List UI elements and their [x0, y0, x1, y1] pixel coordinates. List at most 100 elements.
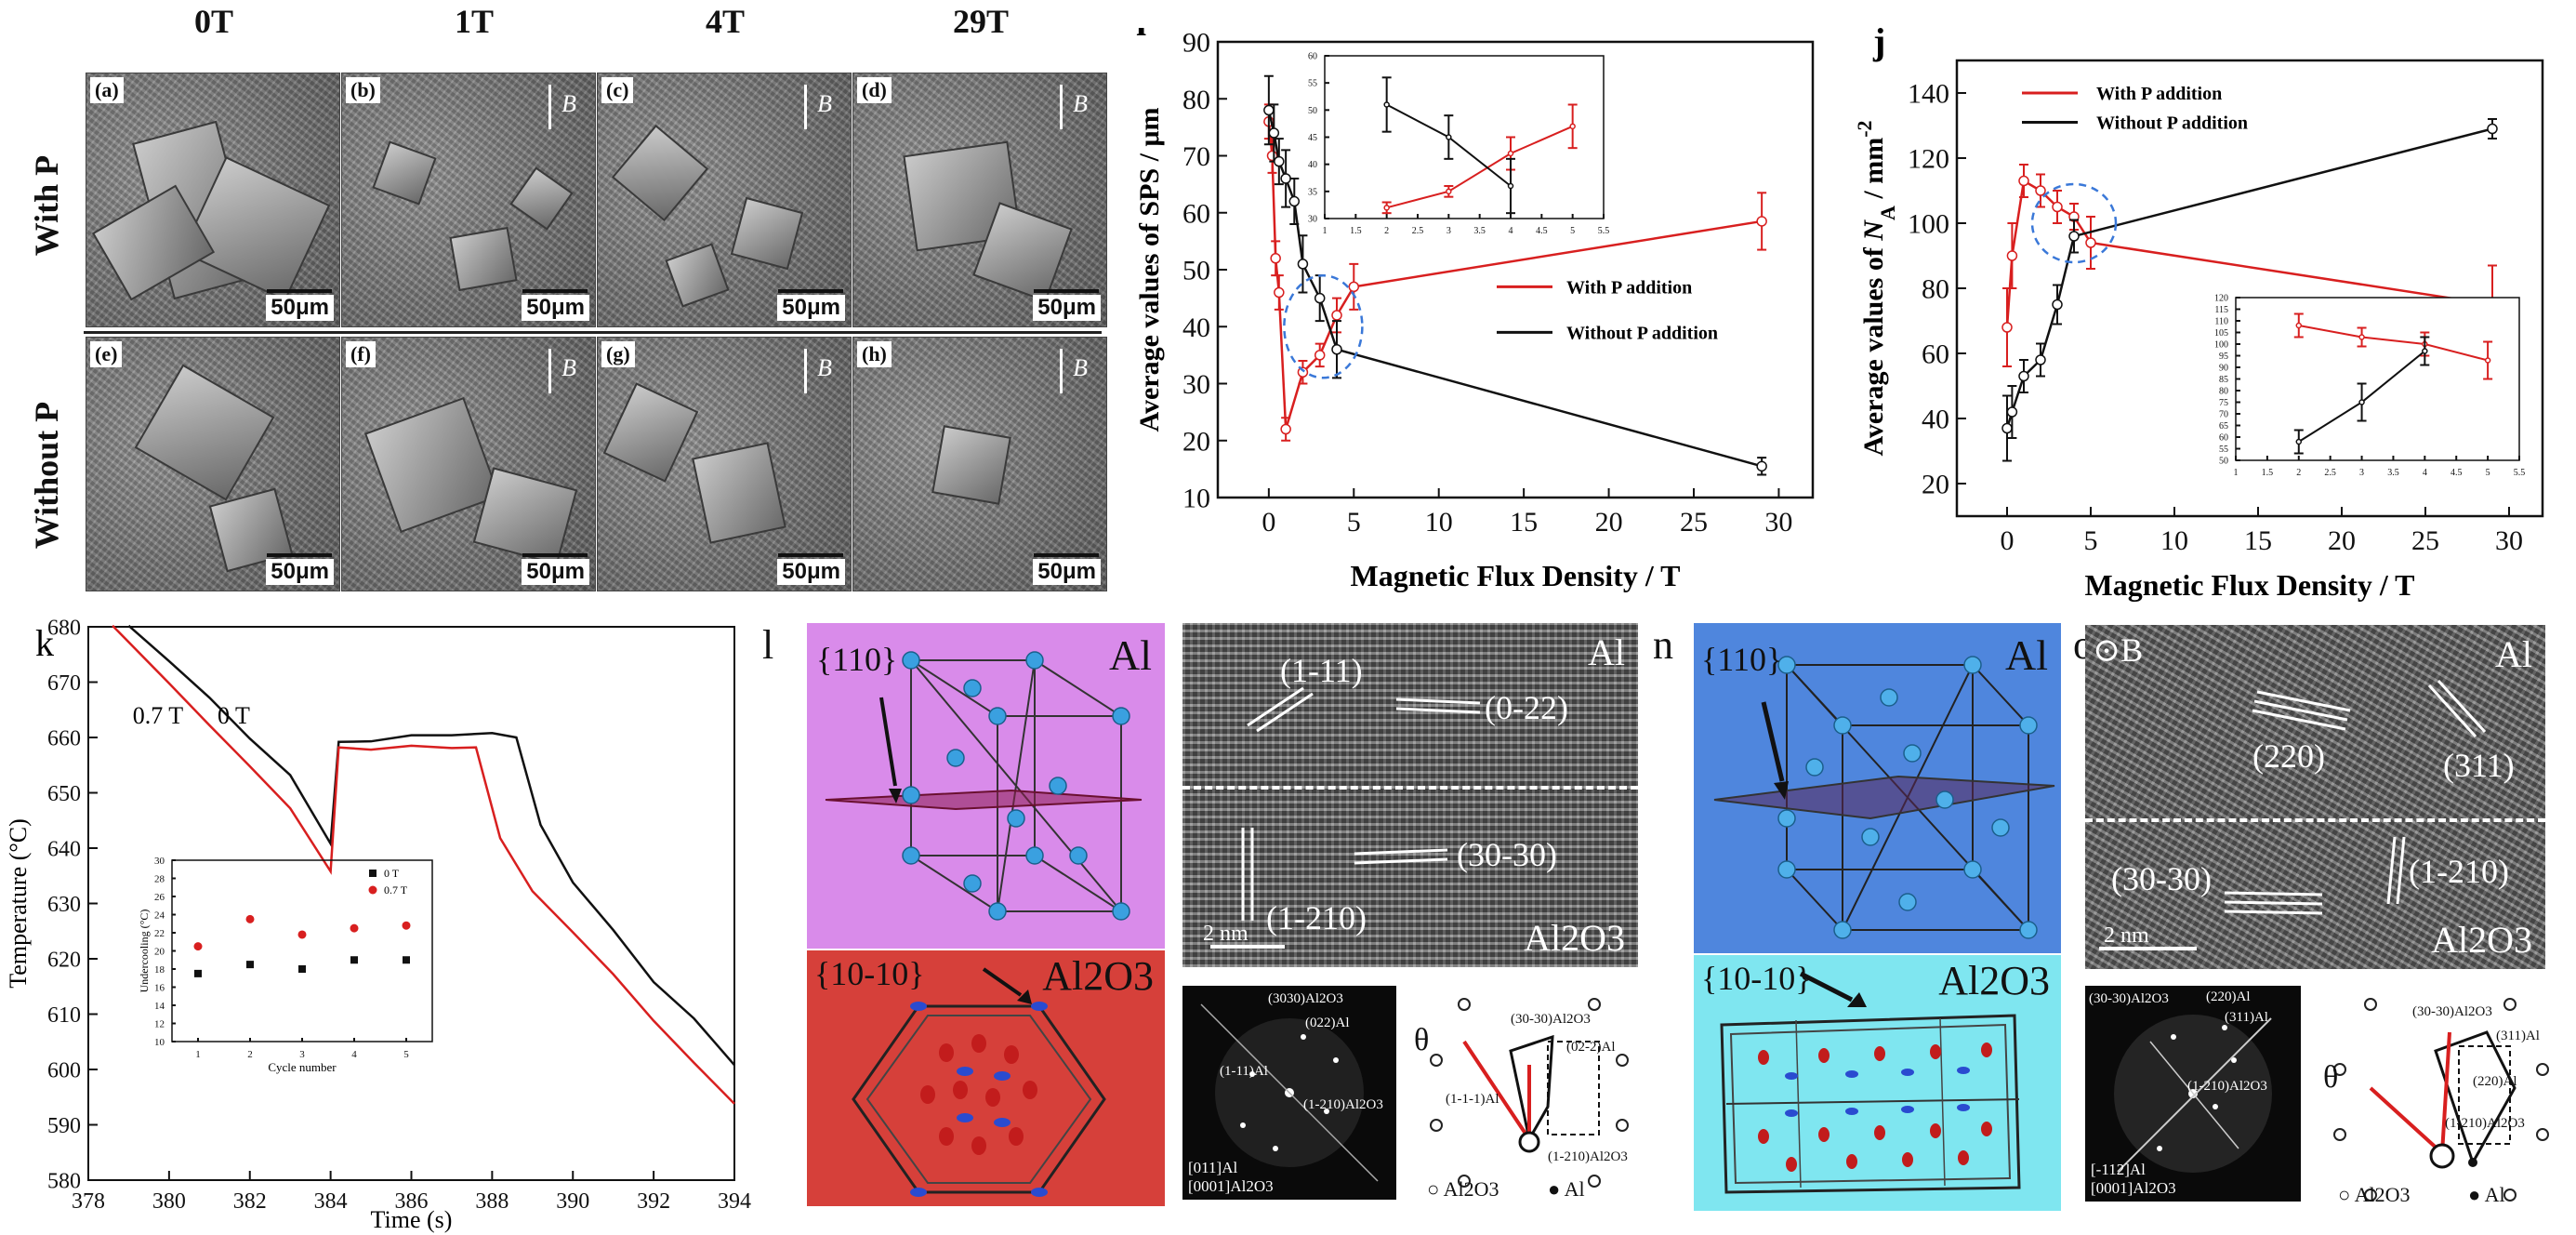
inset-data-point: [1569, 123, 1576, 130]
chart-i: 051015202530102030405060708090iMagnetic …: [1134, 28, 1815, 592]
plane-1-210-m: (1-210): [1266, 899, 1367, 936]
row-head-1: Without P: [28, 401, 65, 550]
inset-legend-marker-0T: [369, 870, 376, 877]
field-arrow-g: B: [804, 349, 832, 393]
inset-y-tick-label: 35: [1308, 187, 1317, 197]
inset-data-point: [1507, 182, 1514, 190]
x-tick-label: 5: [2084, 525, 2098, 556]
schem-label-02-2-m: (02-2)Al: [1566, 1040, 1616, 1055]
fft-label-220-o: (220)Al: [2206, 989, 2251, 1004]
panel-letter-a: (a): [90, 77, 124, 103]
inset-y-tick-label: 110: [2214, 317, 2228, 327]
panel-label-l: l: [762, 622, 774, 668]
scale-bar-f: 50μm: [522, 559, 589, 585]
x-tick-label: 0: [2001, 525, 2015, 556]
inset-bg-i: [1325, 56, 1604, 219]
data-point: [1274, 155, 1285, 167]
series-line-k: [127, 624, 735, 1067]
inset-data-point: [193, 942, 203, 951]
legend-label-j: Without P addition: [2096, 113, 2248, 134]
inset-data-point: [2484, 357, 2491, 364]
inset-y-tick-label: 55: [1308, 79, 1317, 89]
data-point: [1263, 104, 1275, 116]
inset-y-tick-label: 50: [1308, 106, 1317, 116]
inset-y-tick-label: 28: [154, 873, 165, 884]
inset-y-tick-label: 30: [1308, 215, 1317, 225]
sem-panel-e: (e) 50μm: [86, 337, 340, 591]
inset-x-tick-label: 2: [2296, 468, 2301, 478]
y-tick-label: 120: [1908, 144, 1949, 175]
schem-label-311-o: (311)Al: [2496, 1029, 2540, 1043]
col-head-0: 0T: [193, 3, 233, 40]
inset-y-tick-label: 20: [154, 946, 165, 957]
x-tick-label: 25: [2411, 525, 2439, 556]
plane-label-bottom-n: {10-10}: [1701, 960, 1812, 997]
schem-label-1-1-1-m: (1-1-1)Al: [1446, 1092, 1499, 1107]
data-point: [1280, 173, 1291, 184]
inset-data-point: [1446, 188, 1452, 195]
fft-pattern-o: (30-30)Al2O3 (220)Al (311)Al (1-210)Al2O…: [2085, 986, 2301, 1202]
inset-x-tick-label: 4.5: [2451, 468, 2463, 478]
field-arrow-d: B: [1060, 85, 1088, 129]
scale-bar-o: 2 nm: [2104, 923, 2149, 948]
tag-top-o: Al: [2495, 633, 2532, 675]
x-tick-label: 15: [1510, 507, 1538, 538]
inset-x-tick-label: 4: [1509, 226, 1513, 236]
x-axis-label-i: Magnetic Flux Density / T: [1351, 559, 1681, 592]
tag-bottom-l: Al2O3: [1042, 953, 1154, 999]
data-point: [1314, 292, 1326, 304]
inset-y-label-k: Undercooling (°C): [138, 910, 151, 993]
al2o3-unit-cell-n: [1720, 971, 2021, 1194]
x-tick-label: 392: [637, 1189, 670, 1214]
fft-label-3030-m: (3030)Al2O3: [1268, 991, 1343, 1006]
inset-data-point: [1507, 150, 1514, 157]
col-head-2: 4T: [705, 3, 745, 40]
plane-label-top-l: {110}: [816, 641, 898, 678]
inset-x-tick-label: 4: [2423, 468, 2427, 478]
inset-y-tick-label: 55: [2219, 445, 2228, 455]
hrtem-image-o: ⊙B (220) (311) (30-30) (1-210) Al Al2O3 …: [2085, 625, 2545, 969]
x-tick-label: 394: [718, 1189, 751, 1214]
y-tick-label: 670: [47, 671, 81, 696]
inset-x-tick-label: 2.5: [2324, 468, 2336, 478]
annotation-0.7T-k: 0.7 T: [133, 702, 184, 729]
y-tick-label: 580: [47, 1169, 81, 1193]
scale-bar-g: 50μm: [777, 559, 845, 585]
data-point: [1756, 460, 1767, 472]
inset-y-tick-label: 26: [154, 892, 165, 903]
data-point: [1274, 286, 1285, 299]
panel-label-i: i: [1136, 28, 1146, 44]
plane-label-top-n: {110}: [1701, 641, 1783, 678]
field-arrow-b: B: [548, 85, 576, 129]
inset-data-point: [2295, 322, 2303, 329]
chart-k: 378 380 382 384 386 388 390 392 394 580 590 600 610 6…: [5, 616, 751, 1233]
inset-y-tick-label: 75: [2219, 398, 2228, 408]
inset-data-point: [2295, 438, 2303, 445]
data-point: [1297, 366, 1309, 378]
y-tick-label: 630: [47, 893, 81, 917]
y-tick-label: 30: [1182, 369, 1210, 400]
inset-y-tick-label: 60: [1308, 52, 1317, 62]
sem-panel-b: (b) B 50μm: [341, 73, 596, 327]
data-point: [2035, 354, 2046, 365]
x-tick-label: 30: [1764, 507, 1792, 538]
plane-311-o: (311): [2443, 747, 2515, 784]
tag-top-n: Al: [2005, 631, 2048, 679]
y-tick-label: 100: [1908, 209, 1949, 240]
inset-y-tick-label: 22: [154, 928, 165, 939]
field-label-o: ⊙B: [2093, 631, 2144, 669]
data-point: [2001, 422, 2013, 434]
inset-data-point: [2358, 399, 2365, 405]
inset-x-tick-label: 2.5: [1412, 226, 1424, 236]
inset-y-tick-label: 80: [2219, 387, 2228, 397]
inset-y-tick-label: 90: [2219, 364, 2228, 374]
fft-pattern-m: (3030)Al2O3 (022)Al (1-11)Al (1-210)Al2O…: [1182, 986, 1396, 1200]
fft-label-1-11-m: (1-11)Al: [1220, 1064, 1268, 1079]
inset-y-tick-label: 10: [154, 1037, 165, 1048]
x-tick-label: 5: [1347, 507, 1361, 538]
schematic-m: θ (30-30)Al2O3 (02-2)Al (1-1-1)Al (1-210…: [1408, 986, 1641, 1209]
tag-bottom-m: Al2O3: [1524, 917, 1625, 959]
al-crystal-panel-l: {110} Al: [807, 623, 1165, 949]
highlight-circle-j: [2030, 182, 2118, 264]
x-tick-label: 0: [1262, 507, 1275, 538]
